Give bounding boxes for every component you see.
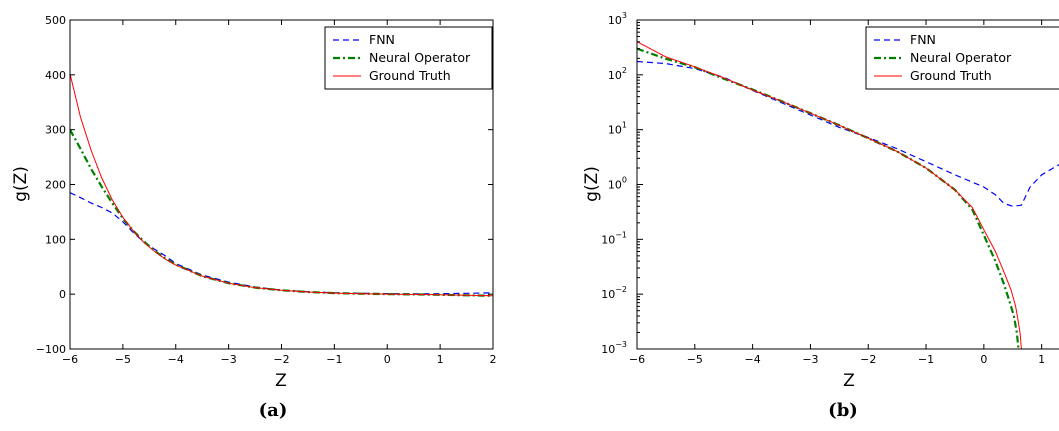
y-tick-label: 103 <box>608 11 627 27</box>
caption-a-open: ( <box>259 400 268 421</box>
y-tick-label: 400 <box>45 69 66 82</box>
legend-label: FNN <box>369 32 395 47</box>
x-tick-label: −5 <box>115 353 131 366</box>
y-tick-exponent: −1 <box>615 230 627 239</box>
series-line-neural-operator <box>70 129 493 297</box>
legend-b: FNN Neural Operator Ground Truth <box>865 26 1059 90</box>
y-tick-label: 0 <box>59 288 66 301</box>
y-tick-label: 100 <box>608 176 627 192</box>
x-tick-label: −6 <box>62 353 78 366</box>
caption-b-letter: b <box>837 400 850 421</box>
y-axis-label-b: g(Z) <box>582 166 602 202</box>
series-group-b <box>637 41 1059 349</box>
y-tick-label: 200 <box>45 179 66 192</box>
legend-label: Ground Truth <box>910 68 992 83</box>
series-line-fnn <box>70 192 493 295</box>
x-tick-label: −4 <box>168 353 184 366</box>
series-line-ground-truth <box>637 41 1022 349</box>
y-tick-base: 10 <box>608 69 622 82</box>
x-tick-label: 0 <box>384 353 391 366</box>
x-tick-label: 2 <box>490 353 497 366</box>
x-tick-label: −3 <box>802 353 818 366</box>
chart-panel-a: −6 −5 −4 −3 −2 −1 0 1 2 −100 0 100 200 300 400 500 Z g(… <box>11 14 497 421</box>
y-tick-exponent: 2 <box>622 66 627 75</box>
x-tick-label: −2 <box>273 353 289 366</box>
y-tick-base: 10 <box>601 288 615 301</box>
legend-a: FNN Neural Operator Ground Truth <box>324 26 493 90</box>
series-group-a <box>70 73 493 297</box>
caption-b-close: ) <box>849 400 858 421</box>
x-tick-label: 1 <box>437 353 444 366</box>
x-tick-label: −3 <box>221 353 237 366</box>
series-line-ground-truth <box>70 73 493 297</box>
legend-label: Ground Truth <box>369 68 451 83</box>
x-tick-label: −1 <box>326 353 342 366</box>
legend-label: Neural Operator <box>910 50 1012 65</box>
y-tick-label: 101 <box>608 121 627 137</box>
y-tick-label: −100 <box>36 343 66 356</box>
y-tick-base: 10 <box>608 14 622 27</box>
x-tick-label: 0 <box>980 353 987 366</box>
legend-label: Neural Operator <box>369 50 471 65</box>
legend-label: FNN <box>910 32 936 47</box>
caption-b: (b) <box>828 400 858 421</box>
y-tick-exponent: 3 <box>622 11 627 20</box>
y-tick-exponent: −3 <box>615 340 627 349</box>
caption-b-open: ( <box>828 400 837 421</box>
y-tick-exponent: 1 <box>622 121 627 130</box>
y-tick-label: 100 <box>45 233 66 246</box>
series-line-neural-operator <box>637 47 1020 349</box>
x-tick-label: −4 <box>745 353 761 366</box>
legend-box <box>865 26 1059 90</box>
x-tick-label: −5 <box>687 353 703 366</box>
y-tick-base: 10 <box>608 124 622 137</box>
y-tick-base: 10 <box>608 179 622 192</box>
y-tick-base: 10 <box>601 233 615 246</box>
caption-a-close: ) <box>279 400 288 421</box>
x-axis-label-b: Z <box>843 371 855 391</box>
y-tick-label: 10−2 <box>601 285 627 301</box>
y-tick-exponent: −2 <box>615 285 627 294</box>
y-axis-label-a: g(Z) <box>11 166 31 202</box>
x-axis-label-a: Z <box>275 371 287 391</box>
caption-a-letter: a <box>267 400 279 421</box>
x-tick-label: −6 <box>629 353 645 366</box>
y-tick-label: 300 <box>45 124 66 137</box>
ticks-a: −6 −5 −4 −3 −2 −1 0 1 2 −100 0 100 200 300 400 500 <box>36 14 497 366</box>
y-tick-label: 102 <box>608 66 627 82</box>
x-tick-label: −2 <box>860 353 876 366</box>
y-tick-label: 10−1 <box>601 230 627 246</box>
caption-a: (a) <box>259 400 288 421</box>
y-tick-exponent: 0 <box>622 176 627 185</box>
x-tick-label: −1 <box>918 353 934 366</box>
x-tick-label: 1 <box>1038 353 1045 366</box>
y-tick-label: 10−3 <box>601 340 627 356</box>
y-tick-base: 10 <box>601 343 615 356</box>
y-tick-label: 500 <box>45 14 66 27</box>
